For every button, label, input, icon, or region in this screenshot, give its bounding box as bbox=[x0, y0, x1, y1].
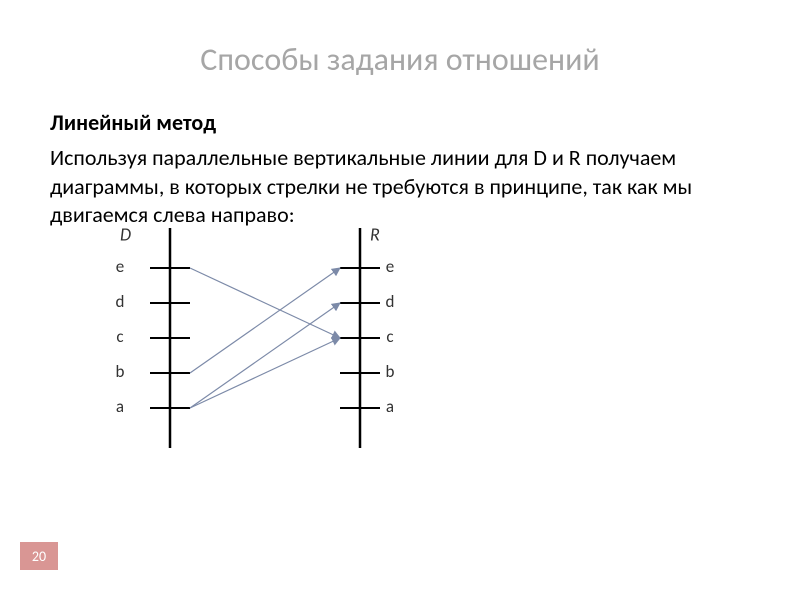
diagram-svg: DedcbaRedcba bbox=[60, 208, 440, 468]
page-title: Способы задания отношений bbox=[50, 40, 750, 79]
right-axis-label: R bbox=[370, 223, 380, 245]
svg-text:d: d bbox=[116, 291, 125, 312]
svg-text:d: d bbox=[386, 291, 395, 312]
svg-text:c: c bbox=[116, 326, 123, 347]
svg-text:e: e bbox=[386, 256, 394, 277]
page-number-badge: 20 bbox=[20, 542, 58, 570]
left-axis-label: D bbox=[120, 223, 131, 245]
linear-mapping-diagram: DedcbaRedcba bbox=[60, 208, 440, 468]
svg-text:b: b bbox=[386, 361, 395, 382]
svg-text:e: e bbox=[116, 256, 124, 277]
svg-text:a: a bbox=[116, 396, 124, 417]
slide: Способы задания отношений Линейный метод… bbox=[0, 0, 800, 600]
page-number: 20 bbox=[32, 548, 46, 565]
svg-text:c: c bbox=[386, 326, 393, 347]
svg-text:a: a bbox=[386, 396, 394, 417]
svg-text:b: b bbox=[116, 361, 125, 382]
section-subtitle: Линейный метод bbox=[50, 109, 750, 136]
